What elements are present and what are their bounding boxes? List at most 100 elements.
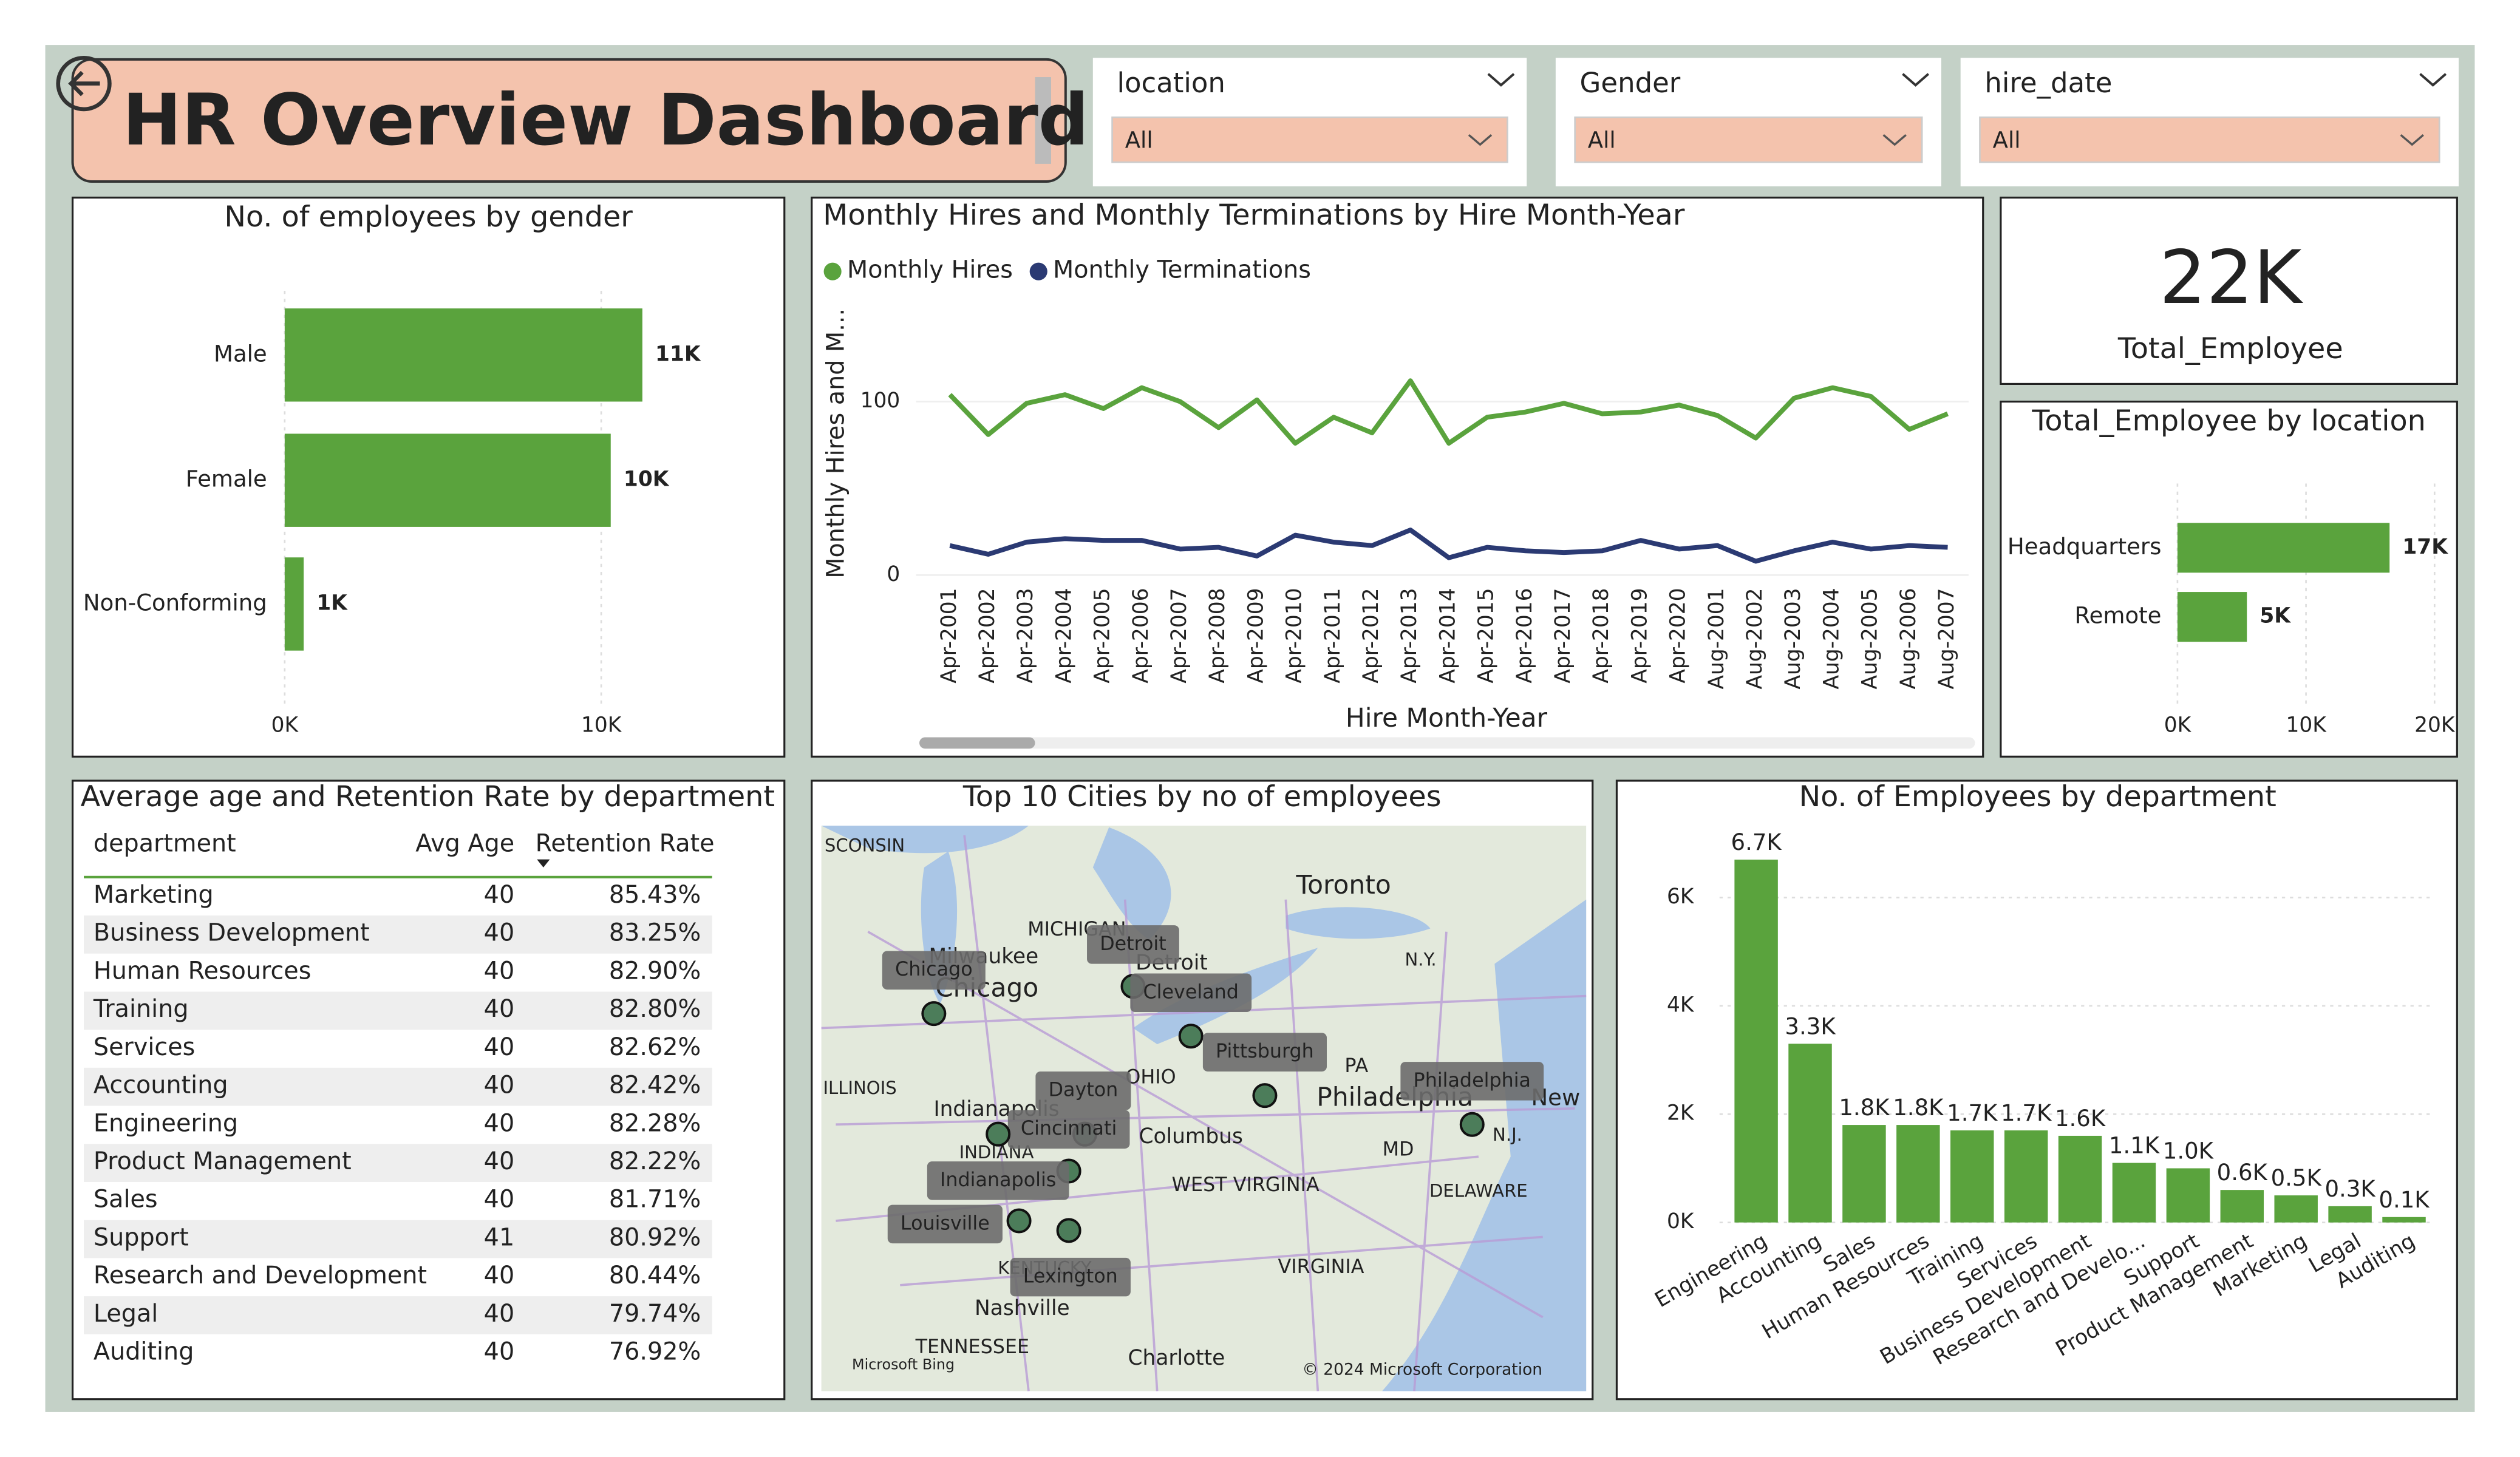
map-base-label: Charlotte	[1128, 1346, 1225, 1370]
filter-value: All	[1993, 127, 2021, 153]
dashboard-title: HR Overview Dashboard	[123, 80, 1089, 161]
map-base-label: Microsoft Bing	[852, 1356, 955, 1373]
table-cell: Support	[94, 1223, 189, 1251]
legend-label: Monthly Terminations	[1053, 256, 1311, 284]
x-tick-label: Aug-2001	[1704, 588, 1729, 689]
x-tick-label: Aug-2007	[1935, 588, 1959, 689]
table-cell: 81.71%	[609, 1186, 701, 1214]
table-cell: Research and Development	[94, 1262, 427, 1289]
row-band	[84, 1144, 712, 1182]
map-base-label: MD	[1383, 1139, 1414, 1161]
table-cell: Legal	[94, 1300, 158, 1328]
table-cell: 40	[484, 995, 515, 1023]
title-box	[71, 58, 1067, 183]
bar	[2004, 1130, 2048, 1223]
filter-value: All	[1125, 127, 1153, 153]
filter-label: location	[1117, 67, 1225, 99]
bar	[2220, 1190, 2264, 1223]
row-band	[84, 1220, 712, 1258]
city-label: Pittsburgh	[1216, 1041, 1314, 1062]
data-label: 10K	[624, 467, 670, 492]
table-cell: Auditing	[94, 1338, 194, 1366]
y-tick-label: Non-Conforming	[83, 589, 267, 616]
city-label: Detroit	[1100, 933, 1166, 955]
line	[949, 528, 1948, 564]
filter-dropdown[interactable]	[1979, 116, 2440, 163]
table-cell: 40	[484, 1033, 515, 1061]
y-tick-label: 0	[887, 562, 900, 586]
bar	[2177, 592, 2247, 642]
x-tick-label: 20K	[2414, 713, 2456, 738]
table-cell: 82.90%	[609, 957, 701, 985]
chart-title: No. of Employees by department	[1799, 780, 2277, 813]
back-button[interactable]	[56, 55, 112, 112]
city-label-box	[1007, 1110, 1130, 1149]
city-label-box	[1087, 925, 1179, 964]
lake-huron	[1092, 827, 1171, 940]
city-label: Dayton	[1049, 1079, 1119, 1101]
table-cell: 40	[484, 1147, 515, 1175]
table-cell: 40	[484, 957, 515, 985]
data-label: 3.3K	[1785, 1013, 1836, 1039]
city-label: Cincinnati	[1021, 1118, 1117, 1139]
filter-label: hire_date	[1984, 67, 2112, 99]
table-cell: Sales	[94, 1186, 158, 1214]
bar	[284, 308, 642, 402]
x-tick-label: Apr-2014	[1435, 588, 1460, 683]
kpi-label: Total_Employee	[2117, 332, 2343, 365]
data-label: 17K	[2402, 535, 2448, 559]
city-point[interactable]	[921, 1001, 947, 1027]
x-tick-label: Apr-2019	[1627, 588, 1652, 683]
scrollbar-track	[919, 737, 1975, 749]
map-base-label: PA	[1344, 1055, 1368, 1077]
row-band	[84, 991, 712, 1030]
data-label: 5K	[2259, 604, 2291, 628]
title-scroll	[1035, 77, 1052, 164]
lake-ontario	[1286, 907, 1431, 939]
filter-chevron	[2419, 73, 2447, 87]
data-label: 1.0K	[2163, 1138, 2215, 1164]
panel	[811, 196, 1984, 758]
bar	[284, 557, 304, 651]
city-point[interactable]	[1252, 1083, 1278, 1109]
x-tick-label: Apr-2013	[1397, 588, 1422, 683]
data-label: 0.3K	[2325, 1176, 2377, 1202]
y-tick-label: 6K	[1667, 885, 1695, 909]
data-label: 1.6K	[2055, 1105, 2106, 1132]
map-base-label: SCONSIN	[825, 835, 905, 855]
city-point[interactable]	[986, 1121, 1011, 1147]
table-title: Average age and Retention Rate by depart…	[81, 780, 775, 813]
data-label: 0.5K	[2271, 1165, 2323, 1191]
table-cell: Human Resources	[94, 957, 311, 985]
city-label: Louisville	[901, 1212, 990, 1234]
x-tick-label: Apr-2005	[1091, 588, 1115, 683]
x-tick-label: Apr-2020	[1666, 588, 1691, 683]
x-tick-label: Apr-2012	[1359, 588, 1383, 683]
data-label: 11K	[655, 342, 701, 366]
chart-title: Monthly Hires and Monthly Terminations b…	[823, 199, 1685, 232]
column-header[interactable]: Avg Age	[415, 829, 514, 857]
filter-label: Gender	[1580, 67, 1681, 99]
filter-dropdown[interactable]	[1111, 116, 1508, 163]
scrollbar-thumb[interactable]	[919, 737, 1035, 749]
table-cell: 40	[484, 1338, 515, 1366]
city-point[interactable]	[1178, 1024, 1204, 1049]
panel	[2000, 400, 2458, 758]
legend-marker	[823, 262, 842, 280]
city-point[interactable]	[1006, 1208, 1032, 1234]
column-header[interactable]: Retention Rate	[536, 829, 715, 857]
filter-chevron	[1468, 134, 1493, 146]
filter-chevron	[2400, 134, 2424, 146]
chart-title: Total_Employee by location	[2031, 404, 2425, 438]
city-point[interactable]	[1459, 1112, 1485, 1137]
table-cell: 82.22%	[609, 1147, 701, 1175]
filter-dropdown[interactable]	[1574, 116, 1923, 163]
table-cell: Accounting	[94, 1072, 228, 1099]
line	[948, 378, 1949, 446]
map-base-label: TENNESSEE	[915, 1336, 1029, 1358]
x-tick-label: Apr-2003	[1013, 588, 1038, 683]
city-point[interactable]	[1056, 1218, 1081, 1243]
table-cell: 41	[484, 1223, 515, 1251]
table-cell: 80.92%	[609, 1223, 701, 1251]
data-label: 1.1K	[2109, 1133, 2161, 1159]
